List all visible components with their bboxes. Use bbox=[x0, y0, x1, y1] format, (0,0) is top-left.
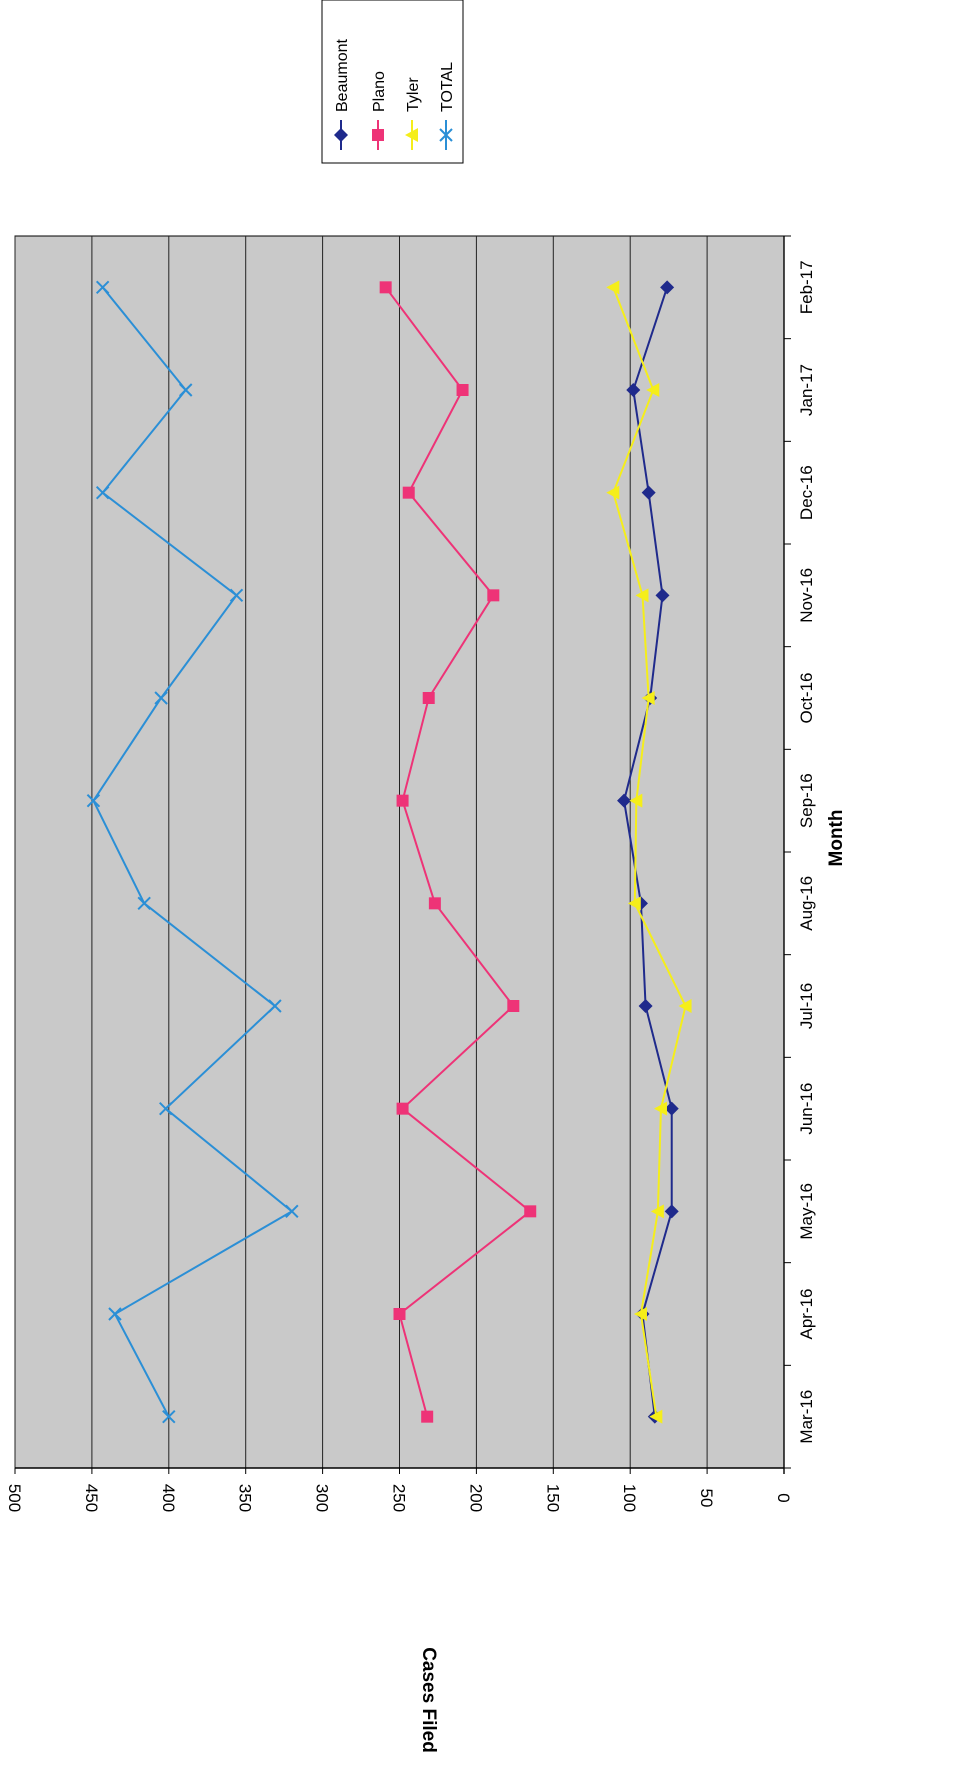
data-point-beaumont bbox=[641, 485, 656, 500]
data-point-plano bbox=[396, 794, 409, 807]
data-point-beaumont bbox=[638, 999, 653, 1013]
y-tick-labels: 0 50 100 150 200 250 300 350 400 450 500 bbox=[5, 1484, 793, 1512]
data-point-plano bbox=[421, 1410, 434, 1423]
data-point-total bbox=[268, 999, 282, 1013]
legend-label-tyler: Tyler bbox=[405, 77, 422, 112]
x-tick-label: Jul-16 bbox=[797, 983, 816, 1029]
y-tick-label: 300 bbox=[313, 1484, 332, 1512]
x-tick-label: Jan-17 bbox=[797, 364, 816, 416]
legend-item-total: TOTAL bbox=[439, 62, 456, 150]
series-tyler bbox=[606, 280, 692, 1424]
data-point-plano bbox=[402, 486, 415, 499]
data-point-tyler bbox=[633, 1307, 647, 1321]
data-point-total bbox=[95, 485, 110, 500]
data-point-total bbox=[95, 280, 110, 295]
x-tick-label: Mar-16 bbox=[797, 1390, 816, 1444]
data-point-tyler bbox=[627, 896, 641, 911]
data-point-total bbox=[154, 691, 168, 705]
data-point-total bbox=[86, 793, 101, 808]
series-lines bbox=[86, 280, 692, 1424]
legend-item-beaumont: Beaumont bbox=[334, 39, 351, 150]
data-point-beaumont bbox=[655, 588, 670, 603]
y-tick-label: 100 bbox=[620, 1484, 639, 1512]
y-tick-label: 350 bbox=[236, 1484, 255, 1512]
series-plano bbox=[379, 281, 537, 1423]
x-tick-label: Feb-17 bbox=[797, 260, 816, 314]
legend-marker-tyler bbox=[405, 128, 418, 142]
data-point-total bbox=[137, 896, 151, 911]
data-point-tyler bbox=[649, 1409, 663, 1424]
data-point-plano bbox=[524, 1205, 537, 1218]
data-point-plano bbox=[456, 384, 469, 396]
data-point-tyler bbox=[678, 999, 692, 1013]
data-point-beaumont bbox=[664, 1204, 679, 1219]
x-tick-label: Aug-16 bbox=[797, 876, 816, 931]
data-point-total bbox=[179, 383, 193, 397]
x-tick-label: Dec-16 bbox=[797, 465, 816, 520]
data-point-beaumont bbox=[664, 1101, 679, 1116]
data-point-total bbox=[229, 588, 244, 603]
series-line-total bbox=[92, 286, 294, 1418]
legend: Beaumont Plano Tyler TOTAL bbox=[321, 0, 464, 164]
x-tick-label: Nov-16 bbox=[797, 568, 816, 623]
legend-label-beaumont: Beaumont bbox=[334, 39, 351, 112]
data-point-tyler bbox=[635, 588, 649, 603]
data-point-plano bbox=[379, 281, 392, 294]
data-point-tyler bbox=[606, 280, 620, 295]
series-line-beaumont bbox=[623, 287, 673, 1417]
x-tick-label: Jun-16 bbox=[797, 1083, 816, 1135]
y-tick-label: 50 bbox=[697, 1489, 716, 1508]
x-tick-label: Apr-16 bbox=[797, 1288, 816, 1339]
x-tick-labels: Mar-16 Apr-16 May-16 Jun-16 Jul-16 Aug-16 Sep-… bbox=[797, 260, 816, 1443]
y-tick-label: 150 bbox=[543, 1484, 562, 1512]
data-point-beaumont bbox=[660, 280, 675, 295]
series-beaumont bbox=[617, 280, 679, 1424]
x-tick-label: May-16 bbox=[797, 1183, 816, 1240]
legend-marker-total bbox=[439, 128, 453, 142]
gridlines bbox=[14, 236, 708, 1468]
data-point-total bbox=[108, 1307, 122, 1321]
x-axis-title: Month bbox=[826, 810, 847, 867]
x-tick-label: Oct-16 bbox=[797, 672, 816, 723]
data-point-tyler bbox=[606, 485, 620, 500]
y-tick-label: 400 bbox=[159, 1484, 178, 1512]
legend-item-plano: Plano bbox=[371, 71, 388, 150]
data-point-beaumont bbox=[617, 793, 632, 808]
series-total bbox=[86, 280, 299, 1424]
data-point-plano bbox=[396, 1102, 409, 1115]
y-tick-label: 500 bbox=[5, 1484, 24, 1512]
data-point-tyler bbox=[650, 1204, 664, 1219]
legend-marker-beaumont bbox=[334, 128, 348, 142]
data-point-tyler bbox=[629, 793, 643, 808]
data-point-plano bbox=[428, 897, 441, 910]
data-point-plano bbox=[487, 589, 500, 602]
data-point-beaumont bbox=[626, 383, 641, 397]
y-tick-label: 200 bbox=[466, 1484, 485, 1512]
legend-marker-plano bbox=[372, 129, 384, 141]
data-point-plano bbox=[422, 692, 435, 704]
data-point-total bbox=[159, 1101, 173, 1116]
data-point-tyler bbox=[641, 691, 655, 705]
series-line-plano bbox=[384, 286, 532, 1417]
y-tick-label: 450 bbox=[82, 1484, 101, 1512]
data-point-total bbox=[162, 1409, 176, 1424]
legend-label-plano: Plano bbox=[371, 71, 388, 112]
data-point-plano bbox=[393, 1308, 406, 1320]
x-tick-label: Sep-16 bbox=[797, 773, 816, 828]
data-point-total bbox=[285, 1204, 299, 1219]
data-point-plano bbox=[507, 1000, 520, 1012]
data-point-tyler bbox=[653, 1101, 667, 1116]
legend-label-total: TOTAL bbox=[439, 62, 456, 112]
data-point-tyler bbox=[646, 383, 660, 397]
y-tick-label: 250 bbox=[390, 1484, 409, 1512]
y-tick-label: 0 bbox=[774, 1493, 793, 1502]
y-axis-title: Cases Filed bbox=[418, 1647, 439, 1753]
legend-item-tyler: Tyler bbox=[405, 77, 422, 150]
axes bbox=[14, 235, 791, 1474]
series-line-tyler bbox=[612, 286, 687, 1417]
